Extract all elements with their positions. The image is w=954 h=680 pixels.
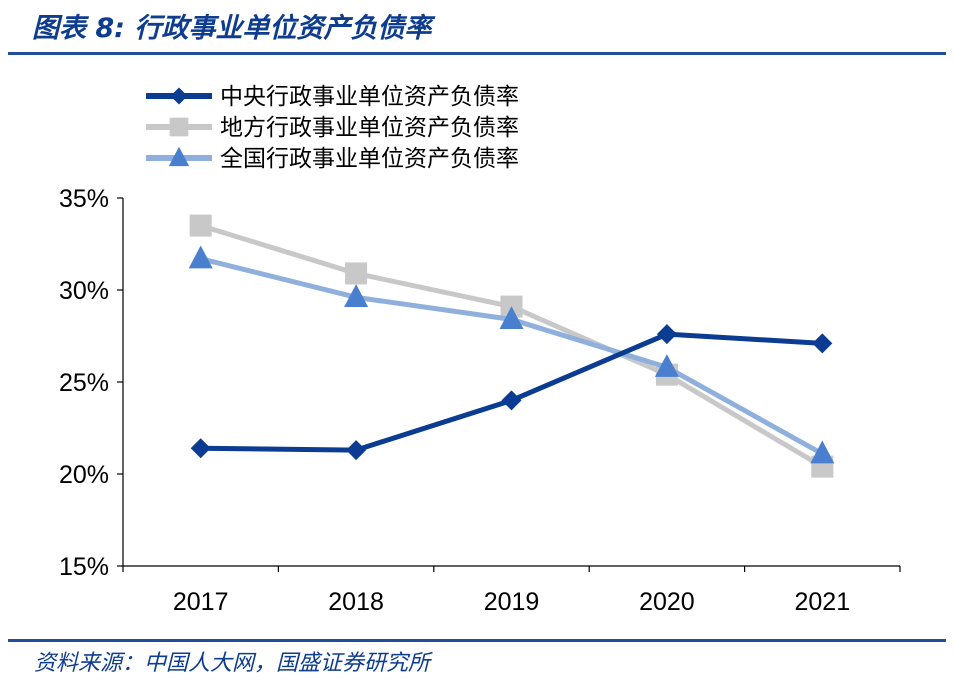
legend-item: 地方行政事业单位资产负债率 — [146, 115, 519, 141]
series-layer — [188, 214, 835, 478]
data-point — [656, 324, 677, 345]
data-point — [654, 354, 679, 377]
y-tick-label: 30% — [59, 277, 109, 305]
x-tick-label: 2019 — [484, 588, 540, 616]
data-point — [812, 333, 833, 354]
x-tick-label: 2020 — [639, 588, 695, 616]
x-tick-label: 2021 — [794, 588, 850, 616]
data-point — [344, 284, 369, 307]
source-note: 资料来源：中国人大网，国盛证券研究所 — [34, 651, 431, 676]
y-tick-label: 15% — [59, 553, 109, 581]
y-tick-label: 35% — [59, 185, 109, 213]
data-point — [810, 440, 835, 464]
data-point — [346, 440, 367, 461]
legend-swatch-marker — [170, 87, 188, 105]
title-divider — [8, 52, 946, 55]
footer-divider — [8, 639, 946, 642]
legend-item: 中央行政事业单位资产负债率 — [146, 84, 519, 110]
series-0 — [190, 324, 833, 461]
legend-label: 地方行政事业单位资产负债率 — [220, 115, 519, 141]
y-tick-label: 25% — [59, 369, 109, 397]
legend-label: 中央行政事业单位资产负债率 — [220, 84, 519, 110]
x-tick-label: 2018 — [328, 588, 384, 616]
legend-item: 全国行政事业单位资产负债率 — [146, 146, 519, 172]
legend-label: 全国行政事业单位资产负债率 — [220, 146, 519, 172]
data-point — [345, 262, 368, 285]
data-point — [190, 438, 211, 459]
data-point — [499, 306, 524, 330]
series-2 — [188, 245, 835, 464]
axes: 15% 20% 25% 30% 35% 2017 2018 2019 2020 2021 — [59, 185, 901, 616]
series-line — [199, 223, 824, 469]
y-tick-label: 20% — [59, 461, 109, 489]
x-tick-label: 2017 — [173, 588, 229, 616]
data-point — [189, 214, 212, 237]
series-1 — [189, 214, 834, 478]
legend-swatch-marker — [169, 117, 189, 137]
data-point — [501, 390, 522, 411]
series-line — [200, 256, 824, 456]
data-point — [188, 245, 213, 269]
legend-swatch-marker — [168, 146, 190, 167]
chart-title: 图表 8: 行政事业单位资产负债率 — [32, 13, 432, 44]
